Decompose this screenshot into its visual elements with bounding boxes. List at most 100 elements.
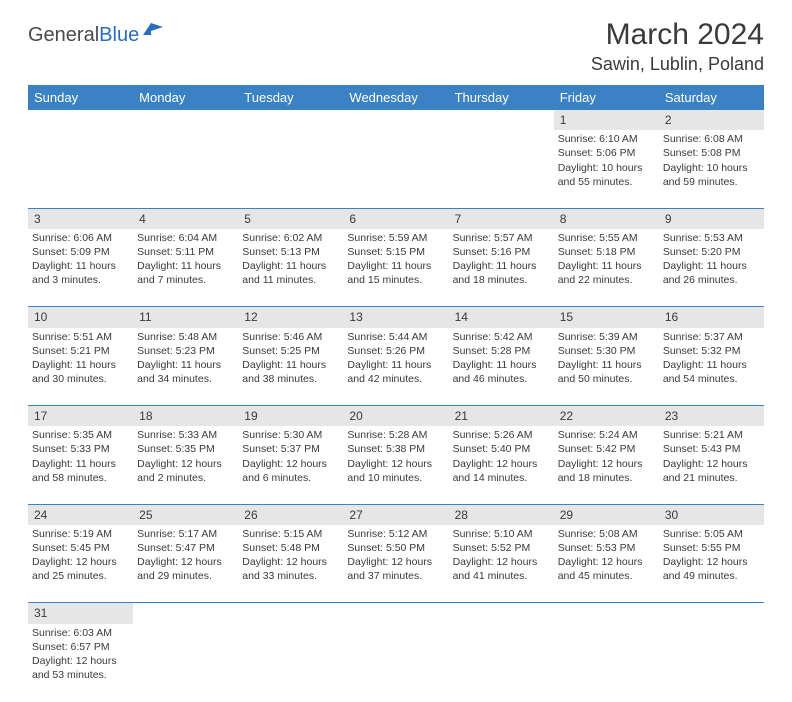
daylight-text: Daylight: 11 hours <box>32 259 129 273</box>
day-number-cell <box>238 603 343 624</box>
day-number-cell: 16 <box>659 307 764 328</box>
daylight-text: Daylight: 12 hours <box>242 555 339 569</box>
sunset-text: Sunset: 5:11 PM <box>137 245 234 259</box>
sunset-text: Sunset: 5:37 PM <box>242 442 339 456</box>
weekday-header: Friday <box>554 85 659 110</box>
sunset-text: Sunset: 6:57 PM <box>32 640 129 654</box>
daylight-text: Daylight: 12 hours <box>453 457 550 471</box>
sunset-text: Sunset: 5:06 PM <box>558 146 655 160</box>
day-content-cell: Sunrise: 5:21 AMSunset: 5:43 PMDaylight:… <box>659 426 764 504</box>
logo-text-blue: Blue <box>99 24 139 47</box>
sun-times: Sunrise: 6:02 AMSunset: 5:13 PMDaylight:… <box>242 231 339 288</box>
sunrise-text: Sunrise: 5:42 AM <box>453 330 550 344</box>
day-number-cell: 24 <box>28 504 133 525</box>
sun-times: Sunrise: 5:17 AMSunset: 5:47 PMDaylight:… <box>137 527 234 584</box>
day-number-cell <box>133 110 238 130</box>
daylight-text: Daylight: 12 hours <box>32 555 129 569</box>
sun-times: Sunrise: 5:30 AMSunset: 5:37 PMDaylight:… <box>242 428 339 485</box>
day-number-row: 24252627282930 <box>28 504 764 525</box>
sunrise-text: Sunrise: 5:51 AM <box>32 330 129 344</box>
day-number-cell <box>449 110 554 130</box>
daylight-text: and 37 minutes. <box>347 569 444 583</box>
sunset-text: Sunset: 5:25 PM <box>242 344 339 358</box>
daylight-text: and 6 minutes. <box>242 471 339 485</box>
day-number-cell <box>343 110 448 130</box>
day-number-row: 12 <box>28 110 764 130</box>
daylight-text: Daylight: 12 hours <box>137 457 234 471</box>
daylight-text: and 29 minutes. <box>137 569 234 583</box>
sun-times: Sunrise: 5:55 AMSunset: 5:18 PMDaylight:… <box>558 231 655 288</box>
day-content-cell: Sunrise: 5:51 AMSunset: 5:21 PMDaylight:… <box>28 328 133 406</box>
day-number-cell: 26 <box>238 504 343 525</box>
daylight-text: and 18 minutes. <box>558 471 655 485</box>
daylight-text: and 7 minutes. <box>137 273 234 287</box>
day-number-row: 3456789 <box>28 208 764 229</box>
sunset-text: Sunset: 5:18 PM <box>558 245 655 259</box>
sun-times: Sunrise: 5:08 AMSunset: 5:53 PMDaylight:… <box>558 527 655 584</box>
weekday-header: Monday <box>133 85 238 110</box>
daylight-text: and 38 minutes. <box>242 372 339 386</box>
day-number-cell: 14 <box>449 307 554 328</box>
day-number-cell: 7 <box>449 208 554 229</box>
day-content-cell: Sunrise: 5:53 AMSunset: 5:20 PMDaylight:… <box>659 229 764 307</box>
daylight-text: Daylight: 11 hours <box>242 259 339 273</box>
day-content-cell: Sunrise: 5:55 AMSunset: 5:18 PMDaylight:… <box>554 229 659 307</box>
sunset-text: Sunset: 5:23 PM <box>137 344 234 358</box>
sunrise-text: Sunrise: 5:59 AM <box>347 231 444 245</box>
weekday-header-row: Sunday Monday Tuesday Wednesday Thursday… <box>28 85 764 110</box>
sun-times: Sunrise: 5:46 AMSunset: 5:25 PMDaylight:… <box>242 330 339 387</box>
day-number-cell: 2 <box>659 110 764 130</box>
sunrise-text: Sunrise: 5:46 AM <box>242 330 339 344</box>
sunset-text: Sunset: 5:16 PM <box>453 245 550 259</box>
day-number-cell <box>659 603 764 624</box>
sun-times: Sunrise: 5:44 AMSunset: 5:26 PMDaylight:… <box>347 330 444 387</box>
day-number-row: 31 <box>28 603 764 624</box>
day-number-cell: 28 <box>449 504 554 525</box>
day-content-cell: Sunrise: 5:26 AMSunset: 5:40 PMDaylight:… <box>449 426 554 504</box>
daylight-text: and 55 minutes. <box>558 175 655 189</box>
day-content-cell <box>449 624 554 702</box>
day-number-cell: 11 <box>133 307 238 328</box>
logo-text-general: General <box>28 24 99 47</box>
sunrise-text: Sunrise: 5:33 AM <box>137 428 234 442</box>
daylight-text: and 10 minutes. <box>347 471 444 485</box>
sunset-text: Sunset: 5:53 PM <box>558 541 655 555</box>
daylight-text: Daylight: 12 hours <box>137 555 234 569</box>
day-content-cell: Sunrise: 5:24 AMSunset: 5:42 PMDaylight:… <box>554 426 659 504</box>
day-content-cell: Sunrise: 5:37 AMSunset: 5:32 PMDaylight:… <box>659 328 764 406</box>
sunset-text: Sunset: 5:52 PM <box>453 541 550 555</box>
sunset-text: Sunset: 5:21 PM <box>32 344 129 358</box>
sunrise-text: Sunrise: 5:28 AM <box>347 428 444 442</box>
sun-times: Sunrise: 6:08 AMSunset: 5:08 PMDaylight:… <box>663 132 760 189</box>
month-title: March 2024 <box>591 18 764 52</box>
day-number-cell: 3 <box>28 208 133 229</box>
daylight-text: Daylight: 11 hours <box>137 358 234 372</box>
sunrise-text: Sunrise: 5:19 AM <box>32 527 129 541</box>
sunrise-text: Sunrise: 5:48 AM <box>137 330 234 344</box>
daylight-text: Daylight: 11 hours <box>453 358 550 372</box>
day-number-cell: 13 <box>343 307 448 328</box>
sunrise-text: Sunrise: 6:03 AM <box>32 626 129 640</box>
daylight-text: Daylight: 11 hours <box>137 259 234 273</box>
sunrise-text: Sunrise: 5:30 AM <box>242 428 339 442</box>
day-content-cell <box>133 130 238 208</box>
day-number-cell: 4 <box>133 208 238 229</box>
day-content-cell: Sunrise: 5:19 AMSunset: 5:45 PMDaylight:… <box>28 525 133 603</box>
day-number-cell: 30 <box>659 504 764 525</box>
day-number-cell: 9 <box>659 208 764 229</box>
sunset-text: Sunset: 5:38 PM <box>347 442 444 456</box>
sunrise-text: Sunrise: 5:17 AM <box>137 527 234 541</box>
day-number-cell: 1 <box>554 110 659 130</box>
sun-times: Sunrise: 5:35 AMSunset: 5:33 PMDaylight:… <box>32 428 129 485</box>
day-content-cell: Sunrise: 5:05 AMSunset: 5:55 PMDaylight:… <box>659 525 764 603</box>
daylight-text: and 21 minutes. <box>663 471 760 485</box>
sunrise-text: Sunrise: 5:08 AM <box>558 527 655 541</box>
day-content-cell: Sunrise: 5:28 AMSunset: 5:38 PMDaylight:… <box>343 426 448 504</box>
sunrise-text: Sunrise: 6:06 AM <box>32 231 129 245</box>
day-number-cell: 18 <box>133 406 238 427</box>
daylight-text: Daylight: 12 hours <box>347 457 444 471</box>
sun-times: Sunrise: 5:57 AMSunset: 5:16 PMDaylight:… <box>453 231 550 288</box>
daylight-text: Daylight: 10 hours <box>663 161 760 175</box>
day-content-cell: Sunrise: 5:48 AMSunset: 5:23 PMDaylight:… <box>133 328 238 406</box>
sunset-text: Sunset: 5:20 PM <box>663 245 760 259</box>
